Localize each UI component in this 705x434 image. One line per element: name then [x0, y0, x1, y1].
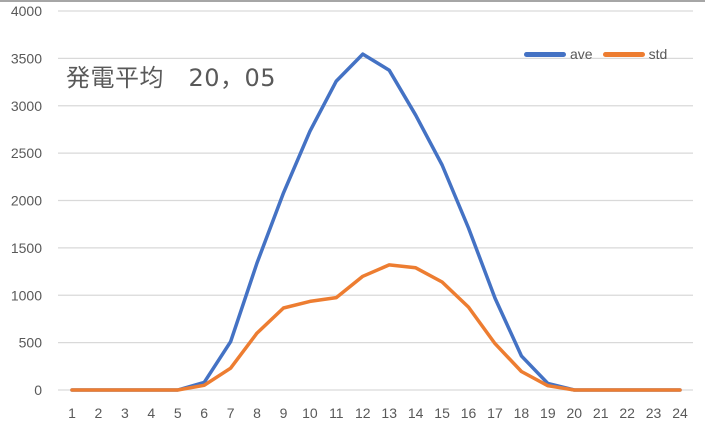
y-tick-label: 0	[34, 382, 42, 398]
x-tick-label: 10	[302, 405, 318, 421]
y-tick-label: 1000	[11, 287, 42, 303]
series-line-ave	[70, 52, 682, 392]
x-tick-label: 23	[646, 405, 662, 421]
chart-title: 発電平均 20，05	[66, 64, 277, 92]
legend-label-ave: ave	[570, 46, 593, 62]
x-tick-label: 16	[461, 405, 477, 421]
y-tick-label: 1500	[11, 240, 42, 256]
legend-item-std: std	[602, 46, 668, 62]
y-tick-label: 2500	[11, 145, 42, 161]
legend-swatch-std	[602, 51, 645, 57]
x-tick-label: 6	[200, 405, 208, 421]
y-tick-label: 2000	[11, 193, 42, 209]
x-tick-label: 17	[487, 405, 503, 421]
x-tick-label: 9	[280, 405, 288, 421]
x-tick-label: 12	[355, 405, 371, 421]
x-tick-label: 7	[227, 405, 235, 421]
x-tick-label: 11	[329, 405, 344, 421]
y-tick-label: 4000	[11, 3, 42, 19]
y-tick-label: 500	[19, 335, 43, 351]
x-tick-label: 18	[514, 405, 530, 421]
x-tick-label: 4	[147, 405, 155, 421]
x-tick-label: 14	[408, 405, 424, 421]
chart-border	[0, 0, 705, 2]
x-tick-label: 5	[174, 405, 182, 421]
x-tick-label: 3	[121, 405, 129, 421]
x-tick-label: 21	[593, 405, 609, 421]
legend: ave std	[524, 45, 677, 63]
x-tick-label: 15	[434, 405, 450, 421]
x-tick-label: 22	[619, 405, 635, 421]
legend-label-std: std	[648, 46, 668, 62]
x-tick-label: 19	[540, 405, 556, 421]
y-tick-label: 3000	[11, 98, 42, 114]
x-tick-label: 2	[95, 405, 103, 421]
x-tick-label: 8	[253, 405, 261, 421]
x-tick-label: 24	[672, 405, 688, 421]
series-line-std	[70, 263, 682, 392]
legend-swatch-ave	[524, 51, 566, 57]
x-tick-label: 20	[566, 405, 582, 421]
x-tick-label: 1	[68, 405, 76, 421]
x-tick-label: 13	[381, 405, 397, 421]
legend-item-ave: ave	[524, 46, 593, 62]
y-tick-label: 3500	[11, 50, 42, 66]
